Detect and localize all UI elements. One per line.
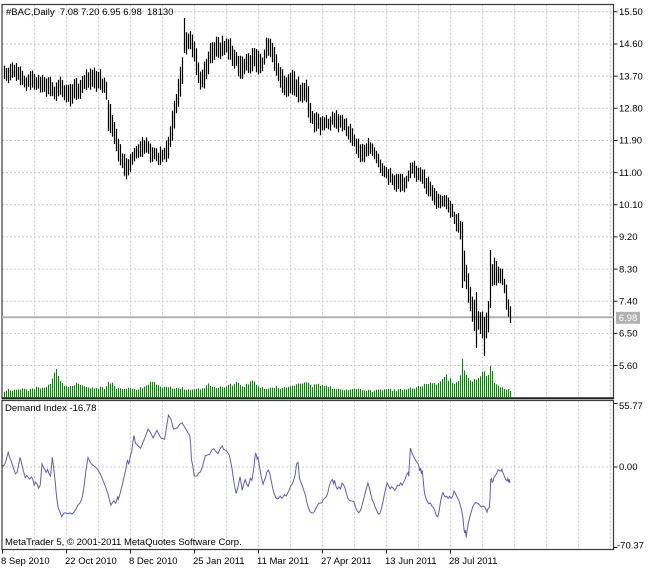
svg-text:9.20: 9.20 (619, 232, 638, 243)
svg-text:27 Apr 2011: 27 Apr 2011 (321, 556, 372, 567)
svg-text:8.30: 8.30 (619, 264, 638, 275)
svg-text:8 Sep 2010: 8 Sep 2010 (1, 556, 50, 567)
svg-text:25 Jan 2011: 25 Jan 2011 (193, 556, 245, 567)
svg-text:0.00: 0.00 (619, 462, 638, 473)
svg-text:10.10: 10.10 (619, 200, 643, 211)
svg-text:11 Mar 2011: 11 Mar 2011 (257, 556, 309, 567)
svg-text:13.70: 13.70 (619, 71, 643, 82)
svg-text:-70.37: -70.37 (617, 541, 644, 552)
svg-text:13 Jun 2011: 13 Jun 2011 (385, 556, 437, 567)
svg-text:15.50: 15.50 (619, 7, 643, 18)
svg-text:#BAC,Daily 7.08 7.20 6.95 6.9: #BAC,Daily 7.08 7.20 6.95 6.98 18130 (6, 7, 173, 18)
svg-text:11.00: 11.00 (619, 168, 642, 179)
svg-text:MetaTrader 5, © 2001-2011 Meta: MetaTrader 5, © 2001-2011 MetaQuotes Sof… (5, 537, 242, 548)
svg-text:7.40: 7.40 (619, 296, 638, 307)
svg-text:6.98: 6.98 (619, 313, 638, 324)
svg-text:Demand Index -16.78: Demand Index -16.78 (5, 403, 96, 414)
svg-text:55.77: 55.77 (619, 401, 643, 412)
svg-text:14.60: 14.60 (619, 39, 643, 50)
svg-text:12.80: 12.80 (619, 103, 643, 114)
svg-text:28 Jul 2011: 28 Jul 2011 (449, 556, 497, 567)
svg-text:11.90: 11.90 (619, 136, 642, 147)
svg-text:5.60: 5.60 (619, 361, 638, 372)
svg-text:22 Oct 2010: 22 Oct 2010 (65, 556, 117, 567)
svg-text:8 Dec 2010: 8 Dec 2010 (129, 556, 178, 567)
svg-text:6.50: 6.50 (619, 329, 638, 340)
